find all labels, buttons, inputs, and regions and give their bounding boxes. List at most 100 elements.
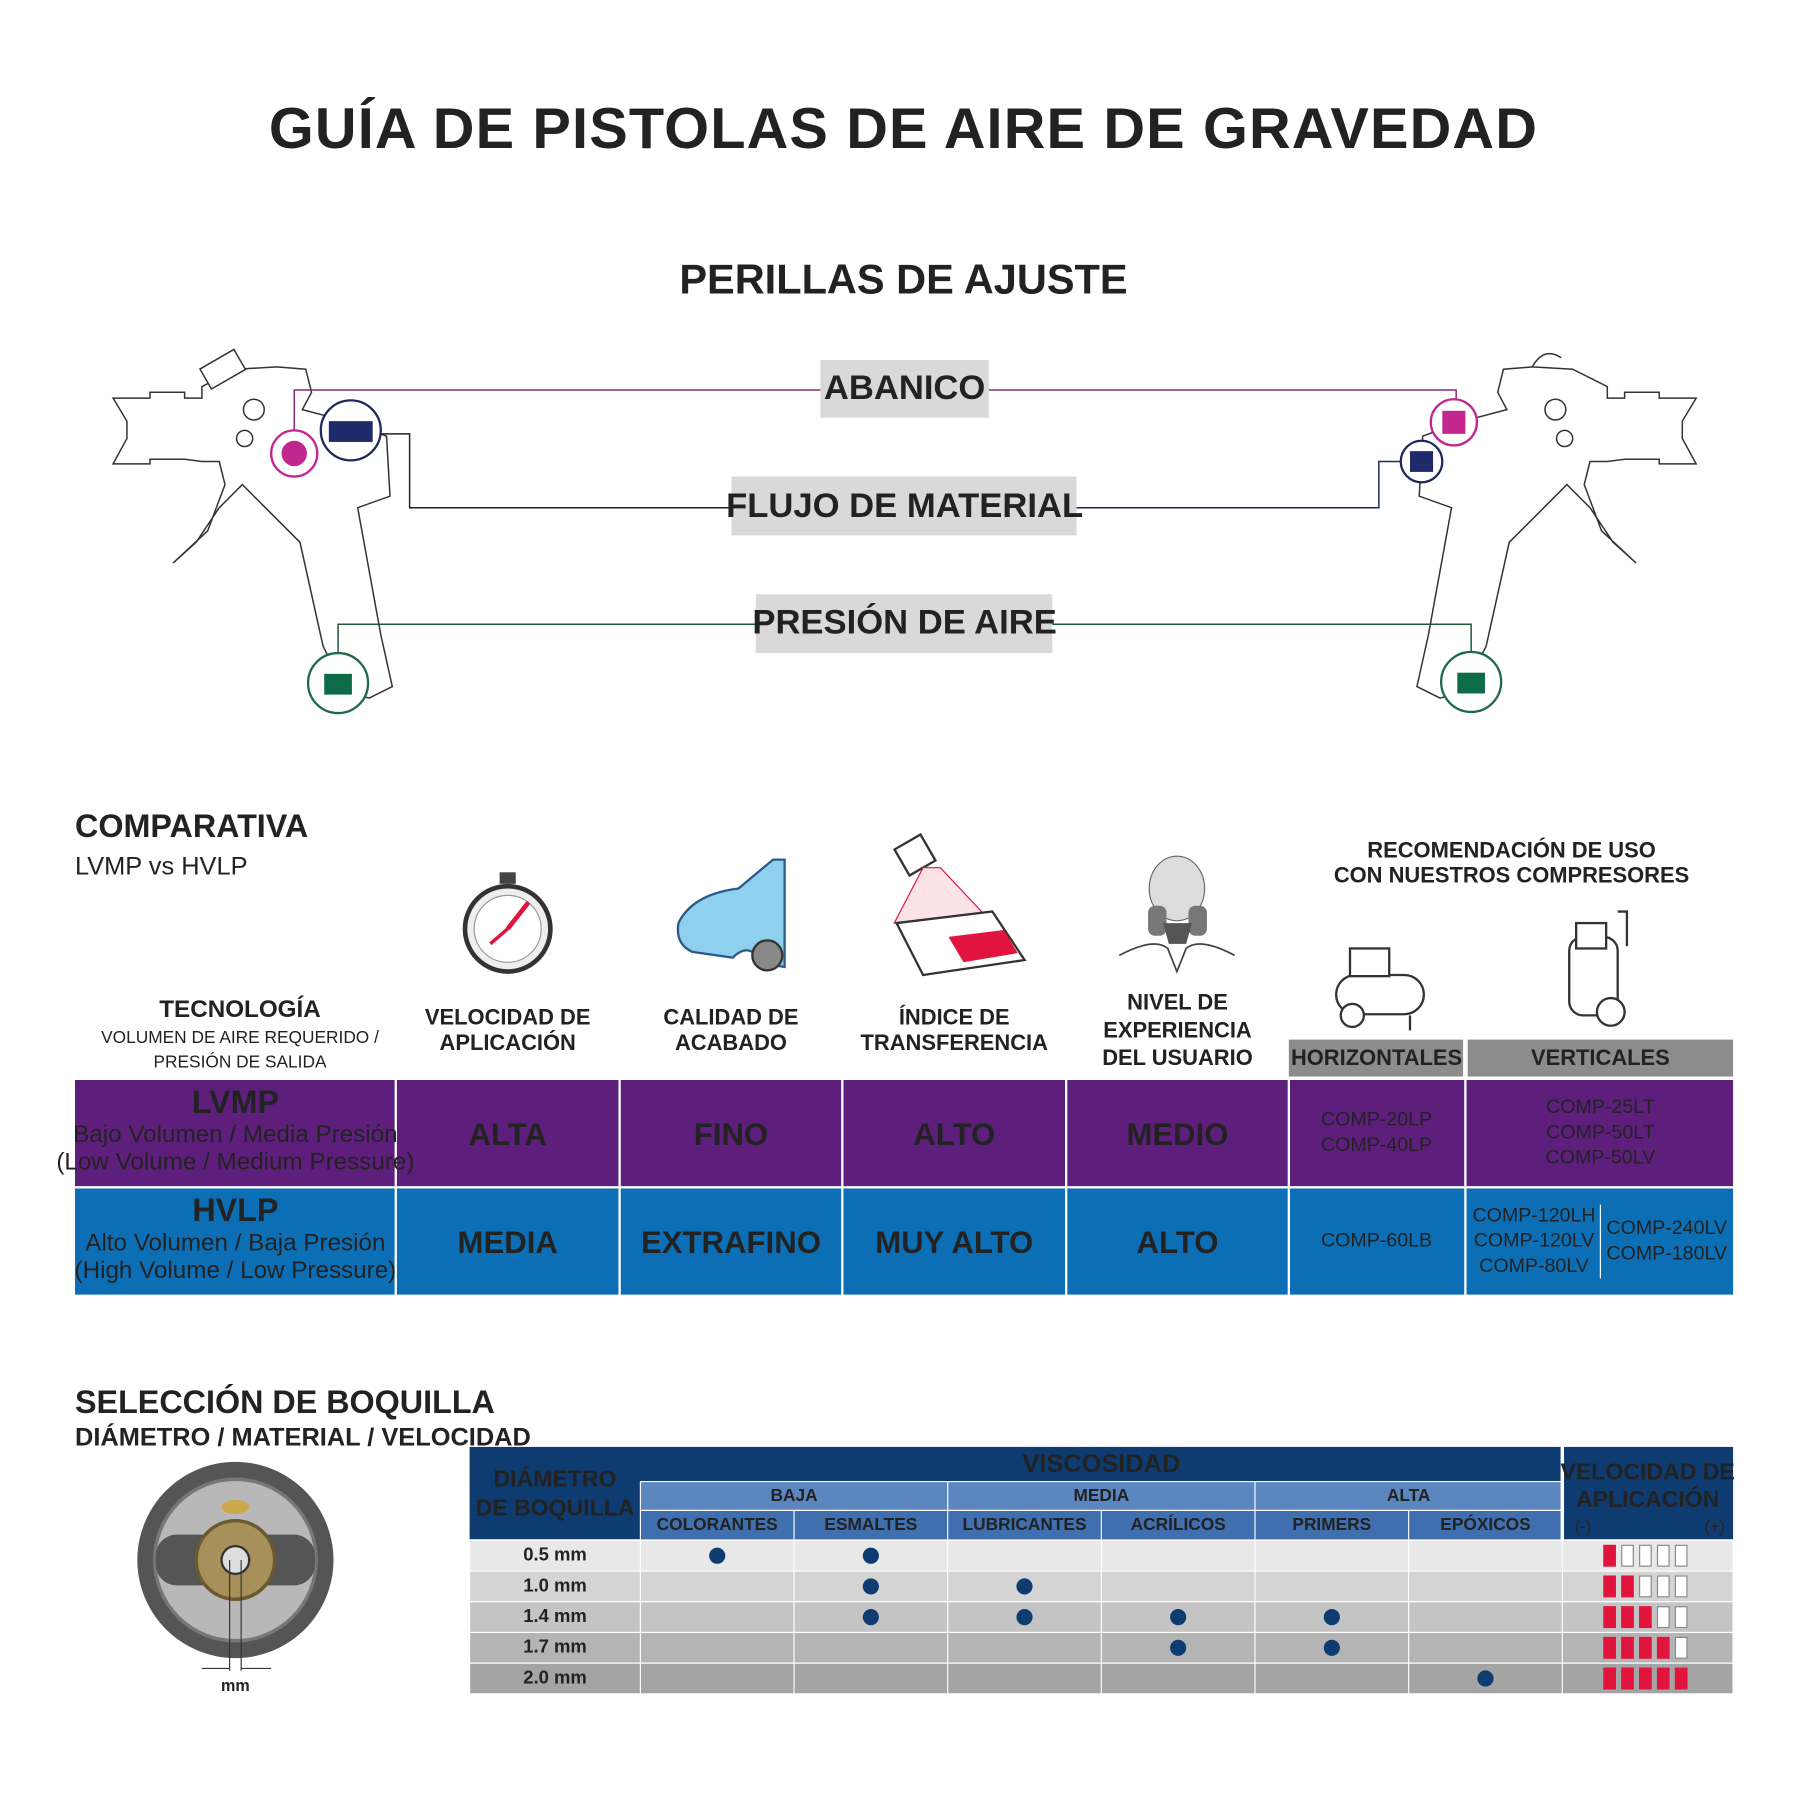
- nozzle-size: 1.7 mm: [523, 1636, 587, 1657]
- knob-icon: [1442, 410, 1466, 434]
- usage-dot: [862, 1578, 879, 1595]
- knob-label: PRESIÓN DE AIRE: [752, 601, 1057, 641]
- compressor-model: COMP-120LH: [1472, 1204, 1595, 1226]
- speed-bar: [1621, 1575, 1634, 1598]
- speed-slot: [1674, 1606, 1688, 1629]
- speed-bar: [1603, 1606, 1616, 1629]
- group-header: MEDIA: [1073, 1485, 1129, 1505]
- connector: [293, 389, 821, 431]
- group-header: ALTA: [1387, 1485, 1431, 1505]
- usage-dot: [1170, 1609, 1187, 1626]
- nozzle-size: 1.4 mm: [523, 1605, 587, 1626]
- compressor-model: COMP-40LP: [1321, 1134, 1432, 1156]
- material-header: LUBRICANTES: [963, 1514, 1087, 1534]
- usage-dot: [862, 1609, 879, 1626]
- speed-bar: [1603, 1544, 1616, 1567]
- usage-dot: [1323, 1609, 1340, 1626]
- cell-value: MEDIA: [458, 1225, 558, 1260]
- technology-desc: Alto Volumen / Baja Presión: [85, 1229, 385, 1256]
- compressor-model: COMP-80LV: [1479, 1255, 1589, 1277]
- connector: [1052, 623, 1472, 652]
- compressor-model: COMP-60LB: [1321, 1230, 1432, 1252]
- speed-slot: [1674, 1636, 1688, 1659]
- cell-value: ALTO: [913, 1117, 995, 1152]
- column-header: DE BOQUILLA: [476, 1494, 635, 1520]
- cell-value: MUY ALTO: [875, 1225, 1033, 1260]
- usage-dot: [1016, 1609, 1033, 1626]
- knob-label: FLUJO DE MATERIAL: [726, 487, 1083, 525]
- column-header: APLICACIÓN: [1576, 1485, 1720, 1512]
- column-header: NIVEL DE: [1127, 990, 1228, 1015]
- technology-desc: Bajo Volumen / Media Presión: [73, 1121, 397, 1148]
- column-header: CON NUESTROS COMPRESORES: [1334, 863, 1689, 888]
- speed-bar: [1603, 1667, 1616, 1690]
- column-header: ACABADO: [675, 1030, 787, 1055]
- header-bar: [1467, 1039, 1734, 1077]
- material-header: PRIMERS: [1292, 1514, 1371, 1534]
- cell-value: FINO: [694, 1117, 768, 1152]
- column-note: VOLUMEN DE AIRE REQUERIDO /: [101, 1027, 379, 1047]
- label-box: [820, 360, 989, 418]
- section-title: SELECCIÓN DE BOQUILLA: [75, 1383, 495, 1420]
- gun-left: [111, 348, 394, 699]
- knob-label: ABANICO: [824, 369, 986, 407]
- speed-bar: [1621, 1606, 1634, 1629]
- group-bg: [640, 1481, 1563, 1511]
- group-header: BAJA: [770, 1485, 818, 1505]
- compressor-model: COMP-20LP: [1321, 1109, 1432, 1131]
- column-header: CALIDAD DE: [663, 1005, 798, 1030]
- material-header: ACRÍLICOS: [1131, 1514, 1226, 1534]
- usage-dot: [1016, 1578, 1033, 1595]
- knob-icon: [328, 421, 373, 442]
- column-header: TECNOLOGÍA: [159, 995, 320, 1023]
- speed-slot: [1621, 1544, 1634, 1567]
- speed-min: (-): [1575, 1518, 1591, 1536]
- technology-desc: (Low Volume / Medium Pressure): [56, 1148, 414, 1175]
- speed-slot: [1674, 1544, 1688, 1567]
- compressor-model: COMP-180LV: [1606, 1242, 1727, 1264]
- material-header: COLORANTES: [657, 1514, 778, 1534]
- page-title: GUÍA DE PISTOLAS DE AIRE DE GRAVEDAD: [269, 97, 1538, 161]
- speed-slot: [1656, 1606, 1670, 1629]
- speed-slot: [1656, 1575, 1670, 1598]
- column-header: VELOCIDAD DE: [425, 1005, 591, 1030]
- unit-label: mm: [221, 1677, 250, 1695]
- label-box: [731, 476, 1077, 536]
- compressor-model: COMP-120LV: [1474, 1230, 1595, 1252]
- material-header: ESMALTES: [824, 1514, 917, 1534]
- icon-spray: [892, 832, 1027, 977]
- usage-dot: [709, 1547, 726, 1564]
- column-header: RECOMENDACIÓN DE USO: [1367, 837, 1655, 862]
- section-subtitle: DIÁMETRO / MATERIAL / VELOCIDAD: [75, 1423, 531, 1452]
- speed-bar: [1656, 1636, 1670, 1659]
- column-header: EXPERIENCIA: [1103, 1017, 1252, 1042]
- connector: [1076, 460, 1401, 509]
- speed-slot: [1639, 1544, 1652, 1567]
- knob-icon: [1457, 672, 1485, 694]
- speed-bar: [1621, 1667, 1634, 1690]
- section-subtitle: LVMP vs HVLP: [75, 852, 248, 880]
- compressor-model: COMP-240LV: [1606, 1217, 1727, 1239]
- speed-bar: [1621, 1636, 1634, 1659]
- usage-dot: [862, 1547, 879, 1564]
- header-bar: [1288, 1039, 1464, 1077]
- speed-bar: [1603, 1636, 1616, 1659]
- section-title: PERILLAS DE AJUSTE: [679, 256, 1127, 303]
- nozzle-size: 2.0 mm: [523, 1666, 587, 1687]
- technology-name: HVLP: [192, 1192, 278, 1228]
- column-header: HORIZONTALES: [1291, 1045, 1462, 1070]
- column-header: DEL USUARIO: [1102, 1045, 1253, 1070]
- speed-bar: [1639, 1636, 1652, 1659]
- label-box: [755, 594, 1053, 654]
- nozzle-size: 0.5 mm: [523, 1544, 587, 1565]
- icon-compressor-vertical: [1568, 910, 1629, 1027]
- knob-icon: [1410, 451, 1434, 472]
- connector: [988, 389, 1457, 400]
- cell-value: ALTA: [468, 1117, 546, 1152]
- speed-slot: [1639, 1575, 1652, 1598]
- column-header: APLICACIÓN: [440, 1030, 576, 1055]
- speed-max: (+): [1705, 1518, 1725, 1536]
- speed-slot: [1656, 1544, 1670, 1567]
